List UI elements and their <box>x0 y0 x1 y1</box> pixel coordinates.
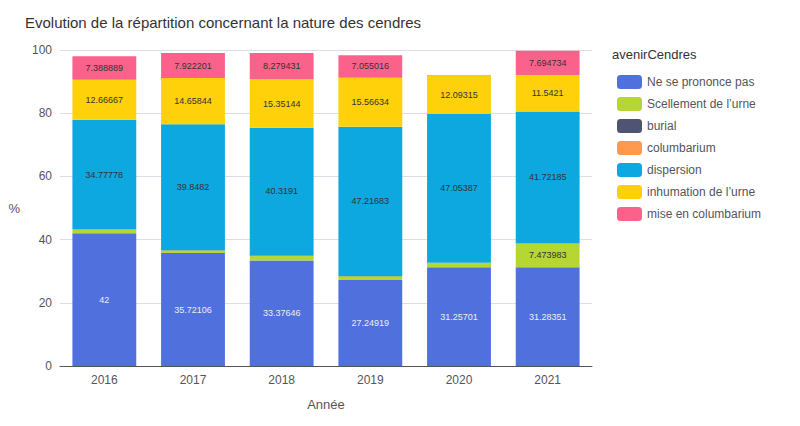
svg-text:40.3191: 40.3191 <box>265 186 298 196</box>
svg-text:47.05387: 47.05387 <box>440 183 478 193</box>
svg-text:2016: 2016 <box>91 373 118 387</box>
svg-text:7.388889: 7.388889 <box>86 63 124 73</box>
svg-text:Année: Année <box>307 397 345 412</box>
svg-text:31.28351: 31.28351 <box>529 312 567 322</box>
svg-text:34.77778: 34.77778 <box>86 170 124 180</box>
svg-text:7.922201: 7.922201 <box>174 61 212 71</box>
svg-text:20: 20 <box>39 296 53 310</box>
svg-text:2019: 2019 <box>357 373 384 387</box>
svg-text:100: 100 <box>32 43 52 57</box>
svg-text:11.5421: 11.5421 <box>532 88 564 98</box>
svg-text:15.35144: 15.35144 <box>263 99 301 109</box>
svg-text:2021: 2021 <box>534 373 561 387</box>
svg-text:%: % <box>8 201 20 216</box>
svg-text:Scellement de l’urne: Scellement de l’urne <box>647 97 756 111</box>
svg-text:avenirCendres: avenirCendres <box>612 47 697 62</box>
svg-text:41.72185: 41.72185 <box>529 172 567 182</box>
svg-text:2020: 2020 <box>446 373 473 387</box>
svg-text:42: 42 <box>99 295 109 305</box>
svg-text:2017: 2017 <box>180 373 207 387</box>
svg-text:47.21683: 47.21683 <box>352 196 390 206</box>
svg-text:Evolution de la répartition co: Evolution de la répartition concernant l… <box>25 14 421 31</box>
svg-text:60: 60 <box>39 169 53 183</box>
svg-text:12.66667: 12.66667 <box>86 95 124 105</box>
svg-text:31.25701: 31.25701 <box>440 312 478 322</box>
svg-text:7.055016: 7.055016 <box>352 61 390 71</box>
svg-text:2018: 2018 <box>268 373 295 387</box>
svg-text:33.37646: 33.37646 <box>263 308 301 318</box>
svg-text:8.279431: 8.279431 <box>263 61 301 71</box>
svg-text:inhumation de l’urne: inhumation de l’urne <box>647 185 755 199</box>
svg-text:columbarium: columbarium <box>647 141 716 155</box>
svg-text:mise en columbarium: mise en columbarium <box>647 207 761 221</box>
svg-text:burial: burial <box>647 119 676 133</box>
svg-text:27.24919: 27.24919 <box>352 318 390 328</box>
svg-text:15.56634: 15.56634 <box>352 97 390 107</box>
svg-text:39.8482: 39.8482 <box>177 182 210 192</box>
svg-text:12.09315: 12.09315 <box>440 90 478 100</box>
svg-text:7.694734: 7.694734 <box>529 58 567 68</box>
svg-text:40: 40 <box>39 233 53 247</box>
svg-text:0: 0 <box>45 359 52 373</box>
svg-text:dispersion: dispersion <box>647 163 702 177</box>
svg-text:7.473983: 7.473983 <box>529 250 567 260</box>
svg-text:35.72106: 35.72106 <box>174 305 212 315</box>
svg-text:Ne se prononce pas: Ne se prononce pas <box>647 75 754 89</box>
svg-text:80: 80 <box>39 106 53 120</box>
svg-text:14.65844: 14.65844 <box>174 96 212 106</box>
